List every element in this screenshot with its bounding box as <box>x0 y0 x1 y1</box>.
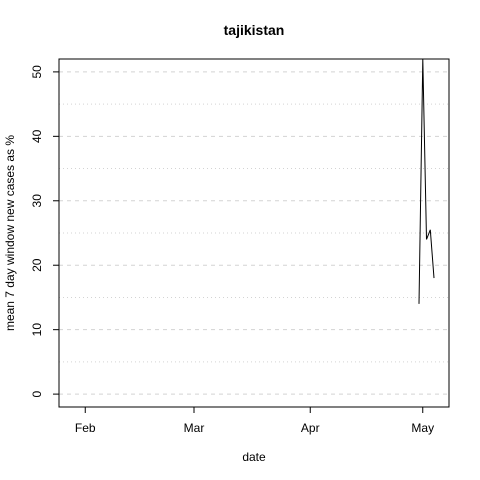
x-axis-label: date <box>242 450 266 464</box>
y-axis-label: mean 7 day window new cases as % <box>3 135 17 331</box>
y-tick-label: 10 <box>30 323 44 337</box>
gridlines <box>59 71 449 395</box>
x-tick-label: Mar <box>184 421 205 435</box>
y-axis: 0 10 20 30 40 50 <box>30 65 59 397</box>
y-tick-label: 20 <box>30 258 44 272</box>
chart-title: tajikistan <box>224 22 285 38</box>
y-tick-label: 30 <box>30 194 44 208</box>
y-tick-label: 50 <box>30 65 44 79</box>
y-tick-label: 0 <box>30 390 44 397</box>
series-lines <box>418 59 435 304</box>
x-axis: Feb Mar Apr May <box>75 407 434 435</box>
x-tick-label: Apr <box>301 421 320 435</box>
plot-frame <box>58 58 450 408</box>
x-tick-label: Feb <box>75 421 96 435</box>
y-tick-label: 40 <box>30 129 44 143</box>
x-tick-label: May <box>411 421 434 435</box>
series-line <box>418 59 435 304</box>
